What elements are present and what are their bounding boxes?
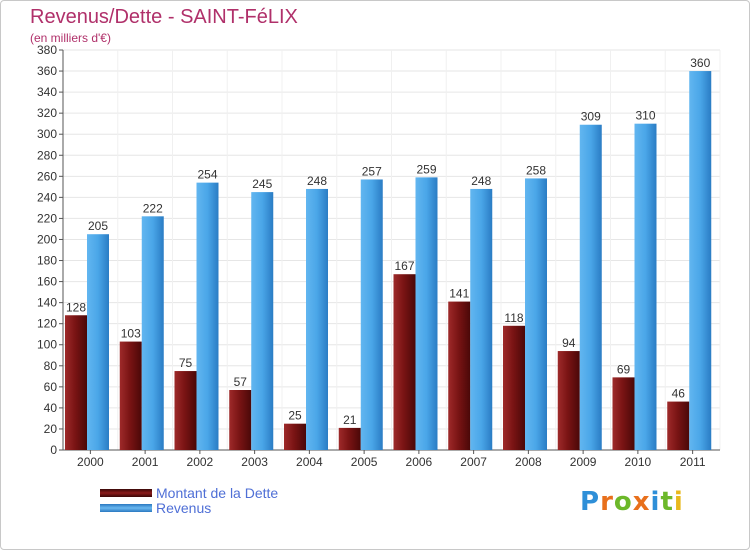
data-label-dette: 21 <box>343 413 357 427</box>
bar-dette <box>119 341 142 450</box>
x-tick-label: 2010 <box>625 455 652 469</box>
bar-revenus <box>525 178 547 450</box>
x-tick-label: 2008 <box>515 455 542 469</box>
data-label-revenus: 222 <box>143 201 163 215</box>
bar-revenus <box>360 179 383 450</box>
data-label-revenus: 310 <box>635 109 655 123</box>
bar-dette <box>557 351 580 450</box>
logo-letter: r <box>600 487 614 517</box>
y-tick-label: 60 <box>44 380 58 394</box>
legend-swatch-revenus <box>100 504 152 512</box>
logo-letter: i <box>673 487 684 517</box>
data-label-revenus: 254 <box>197 168 217 182</box>
bar-dette <box>393 274 416 450</box>
chart-title: Revenus/Dette - SAINT-FéLIX <box>30 6 298 28</box>
data-label-dette: 75 <box>179 356 193 370</box>
logo-letter: i <box>650 487 661 517</box>
logo-letter: P <box>580 487 601 517</box>
bar-revenus <box>579 124 602 450</box>
y-tick-label: 220 <box>37 211 57 225</box>
data-label-revenus: 248 <box>471 174 491 188</box>
x-tick-label: 2002 <box>187 455 214 469</box>
bar-revenus <box>87 234 109 450</box>
bar-revenus <box>141 216 164 450</box>
data-label-dette: 57 <box>234 375 248 389</box>
y-tick-label: 120 <box>37 317 57 331</box>
data-label-revenus: 360 <box>690 56 710 70</box>
y-tick-label: 200 <box>37 232 57 246</box>
y-tick-label: 280 <box>37 148 57 162</box>
y-tick-label: 320 <box>37 106 57 120</box>
x-tick-label: 2003 <box>241 455 268 469</box>
y-tick-label: 100 <box>37 338 57 352</box>
bar-revenus <box>306 188 328 450</box>
data-label-revenus: 259 <box>416 162 436 176</box>
x-tick-label: 2009 <box>570 455 597 469</box>
x-tick-label: 2001 <box>132 455 159 469</box>
bar-revenus <box>634 123 657 451</box>
legend-label-dette: Montant de la Dette <box>156 485 279 501</box>
chart-subtitle: (en milliers d'€) <box>30 31 111 45</box>
legend-swatch-dette <box>100 489 152 497</box>
y-tick-label: 260 <box>37 169 57 183</box>
bar-revenus <box>415 177 438 451</box>
data-label-dette: 69 <box>617 362 631 376</box>
x-tick-label: 2005 <box>351 455 378 469</box>
proxiti-logo: Proxiti <box>580 487 684 517</box>
data-label-dette: 103 <box>121 327 141 341</box>
data-label-dette: 118 <box>504 311 523 325</box>
x-tick-label: 2011 <box>680 455 706 469</box>
y-tick-label: 160 <box>37 275 57 289</box>
bar-dette <box>229 390 252 450</box>
x-tick-label: 2007 <box>460 455 487 469</box>
data-label-dette: 25 <box>288 409 302 423</box>
data-label-dette: 128 <box>66 300 86 314</box>
data-label-revenus: 248 <box>307 174 327 188</box>
bar-revenus <box>470 188 493 450</box>
y-tick-label: 380 <box>37 43 57 57</box>
x-tick-label: 2000 <box>77 455 104 469</box>
bar-dette <box>448 301 471 450</box>
bar-dette <box>667 401 690 450</box>
y-tick-label: 140 <box>37 296 57 310</box>
logo-letter: t <box>660 487 674 517</box>
data-label-dette: 141 <box>449 287 469 301</box>
x-tick-label: 2006 <box>406 455 433 469</box>
y-tick-label: 300 <box>37 127 57 141</box>
y-tick-label: 0 <box>50 443 57 457</box>
data-label-revenus: 309 <box>581 110 601 124</box>
logo-letter: x <box>632 487 651 517</box>
y-tick-label: 180 <box>37 254 57 268</box>
bar-dette <box>503 325 525 450</box>
bar-dette <box>338 427 361 450</box>
data-label-dette: 94 <box>562 336 576 350</box>
x-tick-label: 2004 <box>296 455 323 469</box>
logo-letter: o <box>613 487 633 517</box>
data-label-revenus: 258 <box>526 163 546 177</box>
data-label-revenus: 205 <box>88 219 108 233</box>
legend-label-revenus: Revenus <box>156 500 212 516</box>
bar-revenus <box>251 192 274 450</box>
bar-dette <box>174 371 197 450</box>
bar-revenus <box>196 182 219 450</box>
y-tick-label: 20 <box>44 422 58 436</box>
bar-dette <box>284 423 306 450</box>
data-label-dette: 46 <box>672 387 686 401</box>
y-tick-label: 340 <box>37 85 57 99</box>
bar-dette <box>65 315 87 450</box>
y-tick-label: 360 <box>37 64 57 78</box>
data-label-dette: 167 <box>394 259 414 273</box>
bar-revenus <box>689 71 712 450</box>
data-label-revenus: 245 <box>252 177 272 191</box>
y-tick-label: 240 <box>37 190 57 204</box>
y-tick-label: 80 <box>44 359 58 373</box>
data-label-revenus: 257 <box>362 164 382 178</box>
y-tick-label: 40 <box>44 401 58 415</box>
bar-dette <box>612 377 635 450</box>
